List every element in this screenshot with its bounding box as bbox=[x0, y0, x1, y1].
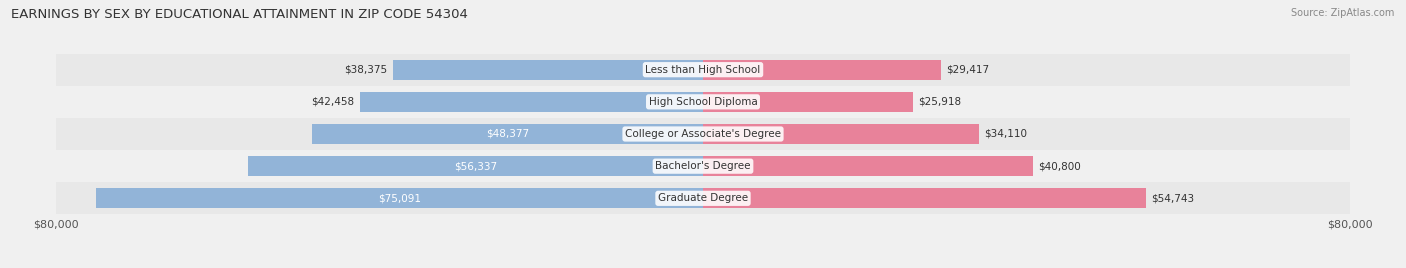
Text: EARNINGS BY SEX BY EDUCATIONAL ATTAINMENT IN ZIP CODE 54304: EARNINGS BY SEX BY EDUCATIONAL ATTAINMEN… bbox=[11, 8, 468, 21]
Text: $48,377: $48,377 bbox=[486, 129, 529, 139]
Bar bbox=[56, 150, 1350, 182]
Text: Graduate Degree: Graduate Degree bbox=[658, 193, 748, 203]
Text: High School Diploma: High School Diploma bbox=[648, 97, 758, 107]
Bar bbox=[96, 188, 703, 208]
Text: $29,417: $29,417 bbox=[946, 65, 988, 75]
Bar bbox=[703, 124, 979, 144]
Bar bbox=[703, 156, 1033, 176]
Bar bbox=[312, 124, 703, 144]
Text: $25,918: $25,918 bbox=[918, 97, 960, 107]
Text: College or Associate's Degree: College or Associate's Degree bbox=[626, 129, 780, 139]
Text: Source: ZipAtlas.com: Source: ZipAtlas.com bbox=[1291, 8, 1395, 18]
Bar bbox=[56, 54, 1350, 86]
Text: $54,743: $54,743 bbox=[1150, 193, 1194, 203]
Bar bbox=[703, 92, 912, 112]
Bar bbox=[56, 182, 1350, 214]
Bar bbox=[56, 118, 1350, 150]
Text: $42,458: $42,458 bbox=[312, 97, 354, 107]
Bar bbox=[703, 60, 941, 80]
Text: $34,110: $34,110 bbox=[984, 129, 1026, 139]
Bar bbox=[360, 92, 703, 112]
Text: $75,091: $75,091 bbox=[378, 193, 420, 203]
Bar bbox=[247, 156, 703, 176]
Text: $38,375: $38,375 bbox=[344, 65, 388, 75]
Bar bbox=[56, 86, 1350, 118]
Text: $56,337: $56,337 bbox=[454, 161, 496, 171]
Bar bbox=[392, 60, 703, 80]
Bar bbox=[703, 188, 1146, 208]
Text: Less than High School: Less than High School bbox=[645, 65, 761, 75]
Text: Bachelor's Degree: Bachelor's Degree bbox=[655, 161, 751, 171]
Text: $40,800: $40,800 bbox=[1038, 161, 1081, 171]
